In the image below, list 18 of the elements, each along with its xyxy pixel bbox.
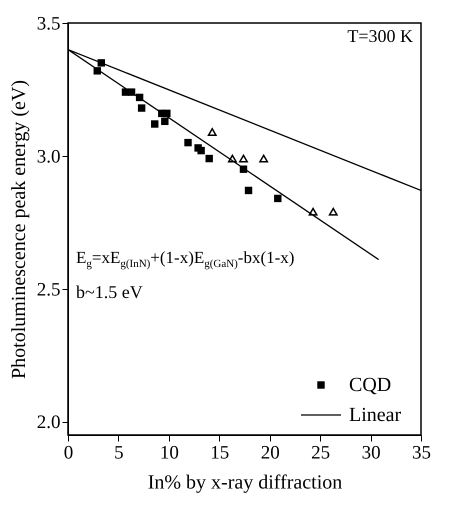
x-tick-label: 20 bbox=[260, 442, 280, 464]
y-tick-label: 2.0 bbox=[36, 412, 60, 434]
y-tick-label: 2.5 bbox=[36, 279, 60, 300]
legend-label: CQD bbox=[349, 374, 392, 396]
annotation: T=300 K bbox=[347, 26, 413, 46]
x-tick-label: 10 bbox=[160, 442, 179, 464]
annotation: b~1.5 eV bbox=[76, 282, 143, 302]
y-axis-title: Photoluminescence peak energy (eV) bbox=[8, 80, 30, 379]
x-axis-title: In% by x-ray diffraction bbox=[148, 472, 342, 494]
x-tick-label: 15 bbox=[210, 442, 230, 464]
y-tick-label: 3.0 bbox=[36, 146, 60, 168]
x-tick-label: 30 bbox=[362, 442, 381, 464]
x-tick-label: 35 bbox=[412, 442, 431, 464]
legend-label: Linear bbox=[349, 404, 402, 426]
x-tick-label: 25 bbox=[311, 442, 330, 464]
y-tick-label: 3.5 bbox=[36, 14, 60, 34]
x-tick-label: 0 bbox=[64, 442, 74, 464]
x-tick-label: 5 bbox=[114, 442, 124, 464]
